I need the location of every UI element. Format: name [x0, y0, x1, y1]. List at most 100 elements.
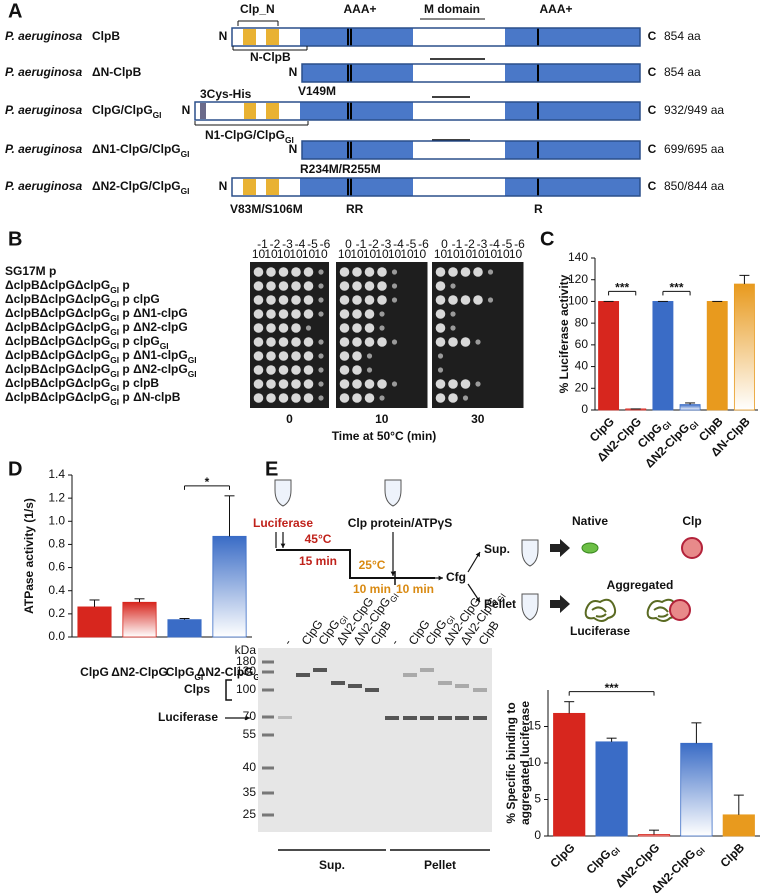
- spot: [366, 353, 373, 359]
- x-tick-label: ClpG: [80, 665, 109, 679]
- domain: [505, 102, 640, 120]
- spot: [318, 381, 324, 387]
- text-part: GI: [253, 672, 262, 682]
- gel-band: [313, 668, 327, 672]
- lane-label: -: [388, 636, 402, 647]
- spot: [339, 351, 350, 361]
- dilution-exponent: -2: [368, 237, 379, 251]
- spot: [305, 325, 312, 331]
- spot: [318, 339, 324, 345]
- spot: [391, 381, 398, 387]
- construct-note: V149M: [298, 84, 336, 98]
- x-tick-label: ClpGGI: [584, 840, 623, 879]
- spot: [303, 281, 314, 291]
- tube-icon: [521, 593, 539, 621]
- dilution-exponent: -2: [464, 237, 475, 251]
- construct-name: ΔN-ClpB: [92, 65, 142, 79]
- spot: [303, 393, 314, 403]
- spot: [364, 295, 375, 305]
- spot: [253, 337, 264, 347]
- domain: [505, 28, 640, 46]
- text-part: p clpB: [119, 376, 159, 390]
- y-axis-title: aggregated luciferase: [518, 701, 532, 825]
- spot: [303, 295, 314, 305]
- x-tick-label: ClpGGI: [166, 665, 204, 682]
- bar: [212, 535, 247, 638]
- marker-band: [262, 733, 274, 737]
- gel: [258, 648, 492, 832]
- state-label: Luciferase: [570, 624, 630, 638]
- tube-icon: [384, 479, 402, 507]
- bar: [652, 301, 674, 411]
- spot: [391, 297, 398, 303]
- domain-label: AAA+: [539, 2, 572, 16]
- y-tick-label: 80: [575, 315, 589, 329]
- marker-label: 40: [243, 760, 257, 774]
- spot: [475, 381, 481, 387]
- text-part: GI: [110, 285, 119, 295]
- marker-band: [262, 670, 274, 674]
- spot: [303, 337, 314, 347]
- spot: [253, 323, 264, 333]
- spot: [266, 267, 276, 277]
- y-axis-title: ATPase activity (1/s): [22, 498, 36, 614]
- text-part: ΔclpBΔclpGΔclpG: [5, 306, 110, 320]
- y-tick-label: 0.0: [48, 629, 65, 643]
- text-part: p ΔN2-clpG: [119, 320, 188, 334]
- domain: [302, 64, 413, 82]
- error-bar: [691, 722, 702, 744]
- construct-name: ClpB: [92, 29, 120, 43]
- spot: [377, 379, 387, 389]
- spot: [278, 351, 289, 361]
- n-terminus: N: [219, 179, 228, 193]
- marker-label: 25: [243, 807, 257, 821]
- significance-label: ***: [615, 281, 629, 295]
- gel-annotation: Luciferase: [158, 710, 218, 724]
- state-label: Clp: [682, 514, 701, 528]
- y-tick-label: 1.4: [48, 467, 65, 481]
- spot: [318, 297, 324, 303]
- gel-band: [473, 716, 487, 720]
- spot: [339, 323, 350, 333]
- arrow-head: [475, 597, 480, 602]
- spot: [437, 353, 444, 359]
- y-tick-label: 100: [568, 294, 588, 308]
- y-tick-label: 40: [575, 359, 589, 373]
- spot: [253, 393, 264, 403]
- dilution-base: 10: [484, 247, 498, 261]
- dilution-base: 10: [289, 247, 303, 261]
- spot: [364, 323, 375, 333]
- spot: [266, 309, 276, 319]
- reagent-label: Clp protein/ATPγS: [348, 516, 452, 530]
- strain-label: ΔclpBΔclpGΔclpGGI p ΔN2-clpG: [5, 320, 188, 337]
- spot: [318, 367, 324, 373]
- spot: [448, 393, 458, 403]
- duration: 15 min: [299, 554, 337, 568]
- spot: [391, 283, 398, 289]
- y-axis-title: % Luciferase activity: [557, 274, 571, 393]
- gel-band: [438, 681, 452, 685]
- c-terminus: C: [648, 103, 657, 117]
- gel-band: [420, 668, 434, 672]
- dilution-base: 10: [434, 247, 448, 261]
- domain: [505, 178, 640, 196]
- species-label: P. aeruginosa: [5, 103, 82, 117]
- y-tick-label: 140: [568, 250, 588, 264]
- strain-label: SG17M p: [5, 264, 56, 278]
- dilution-base: 10: [314, 247, 328, 261]
- error-bar: [649, 829, 659, 835]
- c-terminus: C: [648, 179, 657, 193]
- dilution-exponent: 0: [441, 237, 448, 251]
- spot: [460, 267, 471, 277]
- spot: [437, 367, 444, 373]
- spot: [318, 269, 324, 275]
- species-label: P. aeruginosa: [5, 179, 82, 193]
- text-part: ΔclpBΔclpGΔclpG: [5, 292, 110, 306]
- spot: [339, 379, 350, 389]
- spot: [266, 337, 276, 347]
- domain: [300, 28, 413, 46]
- marker-label: 130: [236, 664, 256, 678]
- bar: [595, 741, 628, 837]
- text-part: GI: [110, 355, 119, 365]
- domain: [505, 64, 640, 82]
